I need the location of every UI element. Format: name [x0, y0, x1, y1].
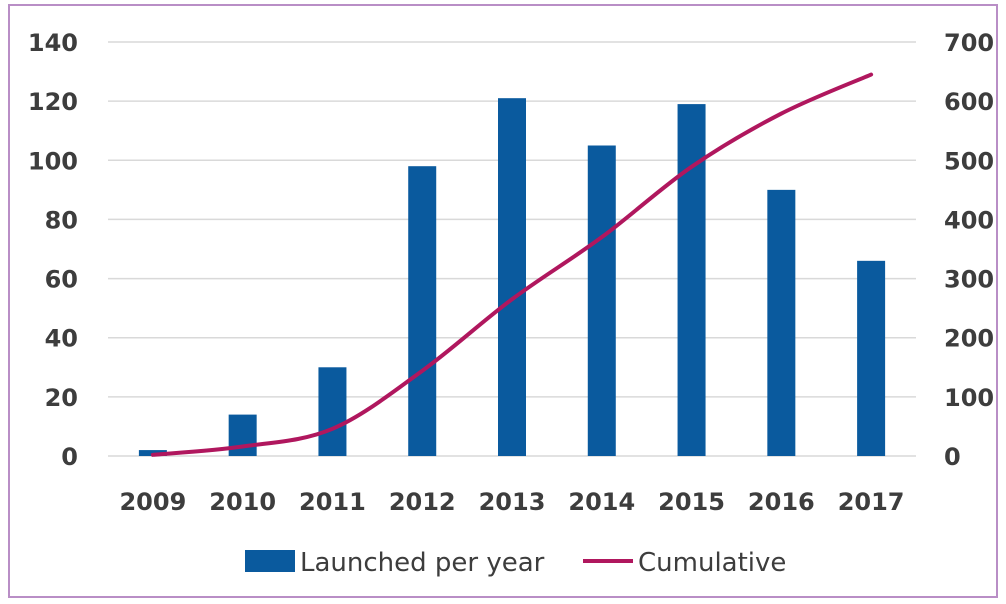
bar [677, 104, 706, 456]
cumulative-point [601, 236, 603, 238]
bar [767, 189, 796, 456]
bar [857, 260, 886, 456]
y-left-tick-label: 120 [28, 88, 78, 116]
y-right-tick-label: 400 [944, 206, 994, 234]
x-tick-label: 2015 [658, 488, 725, 516]
y-left-tick-label: 140 [28, 29, 78, 57]
cumulative-point [152, 454, 154, 456]
y-left-tick-label: 20 [45, 384, 78, 412]
cumulative-point [331, 428, 333, 430]
bar [408, 166, 437, 456]
x-tick-label: 2017 [838, 488, 905, 516]
bar [498, 98, 526, 456]
legend-swatch-launched [245, 550, 295, 572]
bar [587, 145, 616, 456]
bar [318, 367, 347, 456]
cumulative-point [691, 166, 693, 168]
y-right-tick-label: 200 [944, 325, 994, 353]
cumulative-point [511, 298, 513, 300]
y-right-tick-label: 100 [944, 384, 994, 412]
y-left-tick-label: 0 [61, 443, 78, 471]
y-right-tick-label: 700 [944, 29, 994, 57]
x-tick-label: 2010 [209, 488, 276, 516]
cumulative-point [242, 446, 244, 448]
legend-label-launched: Launched per year [300, 548, 545, 578]
cumulative-point [870, 74, 872, 76]
x-tick-label: 2012 [389, 488, 456, 516]
cumulative-point [780, 113, 782, 115]
y-right-tick-label: 300 [944, 266, 994, 294]
x-tick-label: 2013 [479, 488, 546, 516]
cumulative-point [421, 370, 423, 372]
y-left-tick-label: 40 [45, 325, 78, 353]
y-right-tick-label: 0 [944, 443, 961, 471]
x-tick-label: 2009 [119, 488, 186, 516]
legend-label-cumulative: Cumulative [638, 548, 786, 578]
y-right-tick-label: 600 [944, 88, 994, 116]
x-tick-label: 2014 [568, 488, 635, 516]
y-left-tick-label: 80 [45, 206, 78, 234]
y-right-tick-label: 500 [944, 147, 994, 175]
x-tick-label: 2016 [748, 488, 815, 516]
y-left-tick-label: 100 [28, 147, 78, 175]
x-tick-label: 2011 [299, 488, 366, 516]
y-left-tick-label: 60 [45, 266, 78, 294]
